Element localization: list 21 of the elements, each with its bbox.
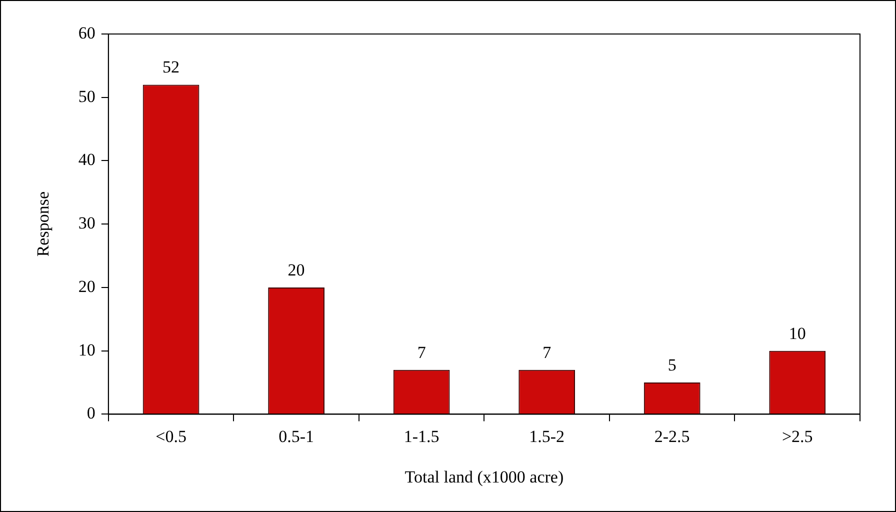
x-tick-label: <0.5 bbox=[156, 426, 186, 446]
x-tick-label: 1-1.5 bbox=[404, 426, 440, 446]
y-tick-label: 30 bbox=[78, 214, 96, 233]
x-tick-label: >2.5 bbox=[782, 426, 813, 446]
data-label: 7 bbox=[542, 342, 552, 362]
y-tick-label: 50 bbox=[78, 86, 96, 106]
data-label: 7 bbox=[417, 342, 426, 362]
y-axis-title: Response bbox=[34, 192, 53, 257]
y-tick-label: 40 bbox=[78, 150, 96, 170]
x-tick-label: 2-2.5 bbox=[654, 426, 690, 446]
y-tick-label: 20 bbox=[78, 276, 96, 296]
data-label: 52 bbox=[162, 58, 180, 77]
x-tick-label: 1.5-2 bbox=[529, 426, 565, 446]
x-axis-title: Total land (x1000 acre) bbox=[404, 467, 564, 486]
data-label: 20 bbox=[288, 260, 305, 280]
data-label: 5 bbox=[668, 355, 676, 374]
x-tick-label: 0.5-1 bbox=[278, 426, 314, 446]
data-label: 10 bbox=[788, 324, 806, 343]
y-tick-label: 10 bbox=[78, 340, 96, 360]
y-tick-label: 60 bbox=[78, 23, 96, 42]
y-tick-label: 0 bbox=[86, 404, 96, 423]
